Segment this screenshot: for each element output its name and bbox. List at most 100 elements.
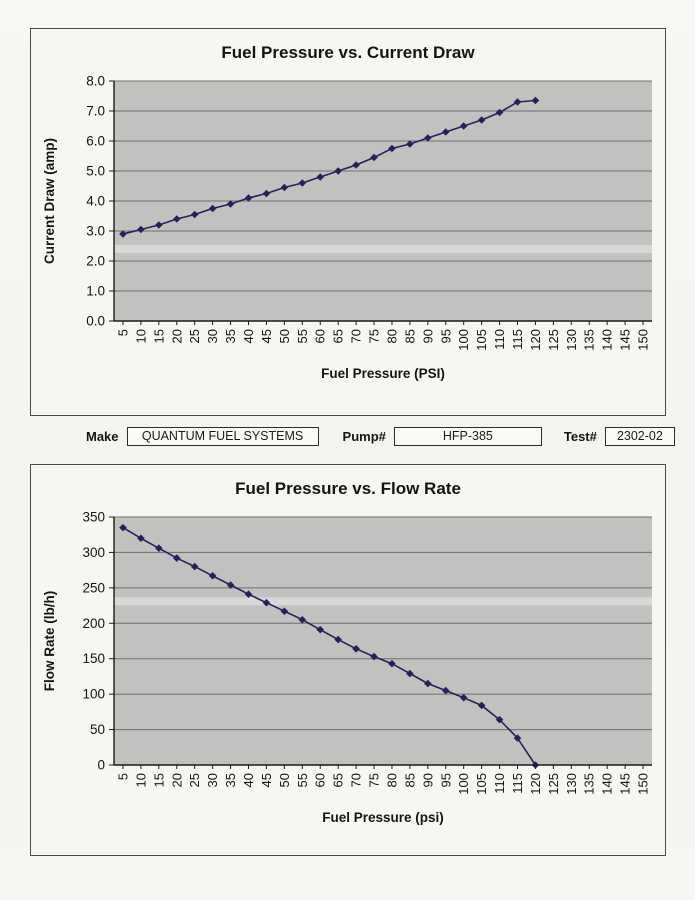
x-tick-label: 130: [564, 329, 579, 351]
x-tick-label: 120: [528, 329, 543, 351]
x-tick-label: 35: [223, 773, 238, 787]
data-point-marker: [226, 581, 235, 589]
data-point-marker: [334, 167, 342, 175]
data-point-marker: [190, 210, 199, 219]
data-point-marker: [531, 96, 540, 105]
x-tick-label: 20: [169, 329, 184, 343]
data-point-marker: [298, 179, 307, 187]
y-tick-label: 7.0: [86, 104, 105, 119]
x-tick-label: 70: [349, 773, 364, 787]
y-tick-label: 350: [82, 510, 105, 525]
x-tick-label: 100: [456, 773, 471, 795]
x-tick-label: 105: [474, 329, 489, 351]
x-tick-label: 115: [510, 329, 525, 350]
y-axis-title: Current Draw (amp): [42, 138, 57, 264]
flow-rate-chart-panel: Fuel Pressure vs. Flow Rate 0 50 100 150 200…: [30, 464, 666, 856]
data-point-marker: [352, 644, 360, 653]
data-point-marker: [513, 98, 522, 106]
y-tick-label: 4.0: [86, 194, 105, 209]
current-draw-chart-title: Fuel Pressure vs. Current Draw: [221, 43, 475, 62]
data-point-marker: [370, 153, 378, 162]
y-tick-label: 50: [90, 722, 105, 737]
y-axis-title: Flow Rate (lb/h): [42, 591, 57, 692]
current-draw-chart-panel: Fuel Pressure vs. Current Draw 0.0 1.0 2.0…: [30, 28, 666, 416]
x-tick-label: 100: [456, 329, 471, 351]
data-point-marker: [316, 173, 325, 181]
data-point-marker: [406, 140, 414, 148]
x-tick-label: 65: [331, 329, 346, 343]
data-point-marker: [298, 615, 307, 624]
data-point-marker: [513, 734, 522, 742]
x-tick-label: 85: [402, 773, 417, 787]
x-axis-title: Fuel Pressure (psi): [322, 810, 444, 825]
x-tick-label: 60: [313, 329, 328, 343]
data-point-marker: [352, 161, 360, 169]
data-point-marker: [316, 625, 325, 634]
data-point-marker: [119, 523, 127, 532]
y-tick-label: 8.0: [86, 74, 105, 89]
data-point-marker: [388, 144, 396, 153]
x-tick-label: 145: [618, 773, 633, 795]
x-tick-label: 55: [295, 329, 310, 343]
x-tick-label: 70: [349, 329, 364, 343]
x-tick-label: 45: [259, 773, 274, 787]
data-point-marker: [137, 225, 145, 234]
x-tick-label: 30: [205, 773, 220, 787]
pump-number-label: Pump#: [342, 428, 386, 444]
x-tick-label: 20: [169, 773, 184, 787]
x-tick-label: 10: [133, 329, 148, 343]
data-point-marker: [334, 635, 342, 644]
x-tick-label: 135: [582, 329, 597, 351]
x-tick-label: 95: [438, 329, 453, 343]
flow-rate-chart-title: Fuel Pressure vs. Flow Rate: [235, 479, 461, 498]
x-tick-label: 5: [115, 329, 130, 336]
x-axis-title: Fuel Pressure (PSI): [321, 366, 445, 381]
x-tick-label: 80: [384, 773, 399, 787]
x-tick-label: 130: [564, 773, 579, 795]
y-tick-label: 1.0: [86, 284, 105, 299]
x-tick-label: 110: [492, 773, 507, 794]
x-tick-label: 75: [367, 773, 382, 787]
x-tick-label: 140: [600, 329, 615, 351]
data-point-marker: [406, 669, 414, 678]
data-point-marker: [441, 686, 450, 695]
scan-artifact-band: [114, 245, 652, 253]
y-tick-label: 100: [82, 687, 105, 702]
x-tick-label: 110: [492, 329, 507, 350]
data-point-marker: [262, 598, 271, 607]
data-point-marker: [226, 200, 235, 208]
scan-artifact-band: [114, 597, 652, 606]
pump-number-value-box: HFP-385: [393, 426, 542, 446]
data-point-marker: [244, 590, 253, 599]
test-number-value-box: 2302-02: [604, 426, 675, 446]
x-tick-label: 150: [636, 773, 651, 795]
y-tick-label: 6.0: [86, 134, 105, 149]
data-point-marker: [477, 701, 486, 710]
x-tick-label: 85: [402, 329, 417, 343]
y-tick-label: 300: [82, 545, 105, 560]
x-tick-label: 15: [151, 773, 166, 787]
y-tick-label: 2.0: [86, 254, 105, 269]
data-point-marker: [119, 230, 127, 238]
x-tick-label: 95: [438, 773, 453, 787]
x-tick-label: 10: [133, 773, 148, 787]
data-point-marker: [155, 544, 163, 552]
data-point-marker: [172, 215, 181, 223]
data-point-marker: [441, 128, 450, 136]
data-point-marker: [370, 652, 378, 661]
test-number-label: Test#: [563, 428, 597, 444]
data-point-marker: [495, 715, 504, 724]
x-tick-label: 90: [420, 773, 435, 787]
data-point-marker: [262, 189, 271, 198]
x-tick-label: 5: [115, 773, 130, 780]
x-tick-label: 125: [546, 773, 561, 795]
data-point-marker: [208, 572, 217, 580]
x-tick-label: 125: [546, 329, 561, 351]
data-point-marker: [495, 108, 504, 117]
data-point-marker: [190, 562, 199, 571]
data-point-marker: [424, 134, 432, 142]
y-tick-label: 150: [82, 651, 105, 666]
x-tick-label: 75: [367, 329, 382, 343]
